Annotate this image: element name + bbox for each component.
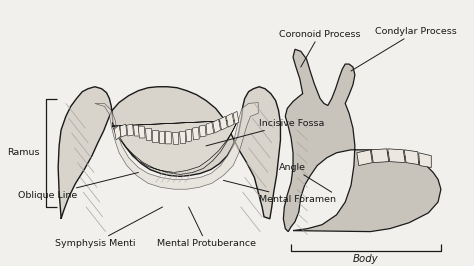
Polygon shape [227, 113, 234, 127]
Polygon shape [404, 150, 419, 165]
Polygon shape [213, 119, 220, 133]
Polygon shape [206, 122, 214, 135]
Polygon shape [120, 124, 127, 137]
Polygon shape [159, 131, 164, 143]
Text: Ramus: Ramus [7, 148, 40, 157]
Polygon shape [192, 127, 199, 140]
Polygon shape [114, 125, 121, 140]
Polygon shape [138, 126, 145, 138]
Text: Body: Body [353, 254, 378, 264]
Text: Incisive Fossa: Incisive Fossa [206, 119, 325, 146]
Text: Angle: Angle [279, 163, 332, 192]
Text: Oblique Line: Oblique Line [18, 172, 138, 200]
Text: Coronoid Process: Coronoid Process [279, 30, 360, 67]
Polygon shape [419, 153, 431, 168]
Polygon shape [172, 132, 178, 144]
Polygon shape [199, 125, 206, 137]
Polygon shape [219, 116, 228, 130]
Polygon shape [58, 87, 281, 219]
Polygon shape [357, 150, 372, 165]
Polygon shape [112, 120, 238, 174]
Polygon shape [179, 131, 185, 143]
Text: Mental Foramen: Mental Foramen [223, 180, 336, 203]
Polygon shape [134, 125, 139, 136]
Polygon shape [186, 129, 191, 142]
Text: Symphysis Menti: Symphysis Menti [55, 207, 163, 247]
Polygon shape [127, 124, 134, 136]
Polygon shape [371, 149, 389, 163]
Polygon shape [233, 111, 239, 124]
Polygon shape [95, 102, 258, 189]
Polygon shape [388, 149, 405, 163]
Polygon shape [152, 130, 158, 142]
Text: Mental Protuberance: Mental Protuberance [156, 207, 255, 247]
Polygon shape [145, 128, 151, 140]
Text: Condylar Process: Condylar Process [351, 27, 457, 71]
Polygon shape [165, 131, 171, 144]
Polygon shape [283, 49, 441, 232]
